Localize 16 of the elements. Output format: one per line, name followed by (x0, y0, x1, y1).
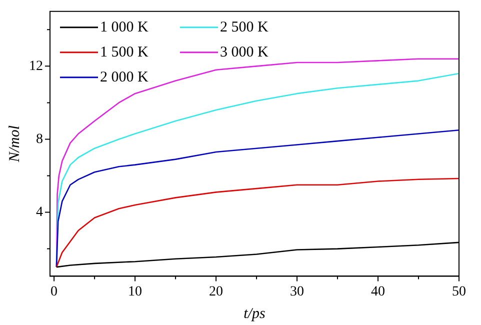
x-tick-label: 0 (50, 284, 58, 300)
legend-label: 1 500 K (100, 44, 148, 60)
x-tick-label: 40 (371, 284, 386, 300)
y-tick-label: 12 (29, 58, 43, 74)
x-tick-label: 10 (128, 284, 142, 300)
legend-label: 2 500 K (220, 19, 268, 36)
x-tick-label: 50 (452, 284, 466, 300)
y-axis-title: N/mol (6, 125, 23, 164)
y-tick-label: 8 (36, 132, 43, 147)
x-axis-title: t/ps (244, 306, 266, 322)
x-tick-label: 20 (209, 284, 224, 300)
x-tick-label: 30 (290, 284, 304, 300)
legend-label: 2 000 K (100, 69, 148, 86)
legend-label: 1 000 K (100, 19, 148, 36)
y-tick-label: 4 (36, 204, 43, 220)
legend-label: 3 000 K (220, 44, 268, 60)
